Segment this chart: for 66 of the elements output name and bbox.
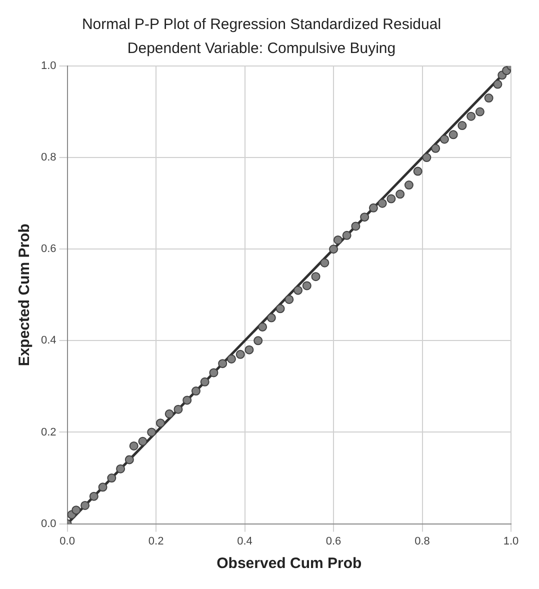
x-tick-label: 0.6	[326, 535, 342, 548]
point	[209, 368, 218, 378]
x-tick-label: 0.8	[414, 535, 430, 548]
point	[458, 121, 467, 130]
chart-subtitle: Dependent Variable: Compulsive Buying	[127, 40, 396, 58]
point	[244, 345, 254, 354]
point	[266, 313, 276, 322]
point	[368, 203, 378, 212]
point	[378, 198, 387, 208]
point	[386, 194, 396, 204]
point	[164, 409, 174, 418]
x-axis-title: Observed Cum Prob	[216, 555, 362, 572]
point	[448, 130, 458, 140]
point	[329, 244, 338, 254]
chart-title: Normal P-P Plot of Regression Standardized Residual	[82, 16, 442, 34]
point	[342, 230, 352, 240]
x-tick-label: 0.4	[237, 535, 252, 548]
point	[116, 464, 126, 474]
point	[156, 418, 165, 428]
point	[124, 455, 134, 464]
point	[493, 80, 502, 89]
point	[276, 304, 285, 314]
point	[174, 404, 183, 414]
y-tick-label: 0.8	[40, 152, 56, 164]
point	[236, 350, 245, 359]
point	[302, 281, 312, 290]
point	[98, 482, 108, 492]
point	[320, 258, 330, 268]
y-tick-label: 0.6	[40, 243, 56, 256]
point	[360, 212, 370, 222]
point	[440, 134, 449, 144]
point	[413, 166, 422, 176]
point	[422, 153, 432, 162]
point	[129, 441, 138, 450]
point	[396, 190, 405, 199]
point	[284, 294, 294, 304]
point	[311, 272, 320, 282]
point	[484, 94, 494, 103]
point	[431, 144, 440, 153]
y-tick-label: 1.0	[40, 60, 56, 72]
point	[200, 377, 210, 386]
point	[147, 428, 156, 437]
x-tick-label: 0.2	[148, 535, 164, 548]
point	[258, 322, 268, 332]
point	[107, 474, 116, 483]
point	[191, 386, 200, 396]
point	[475, 107, 484, 116]
point	[404, 180, 414, 190]
point	[226, 354, 236, 364]
y-tick-label: 0.4	[40, 334, 56, 347]
point	[351, 222, 360, 231]
point	[254, 336, 263, 346]
point	[89, 492, 98, 501]
point	[333, 235, 342, 244]
point	[80, 500, 90, 510]
point	[466, 112, 476, 121]
y-axis-title: Expected Cum Prob	[16, 224, 34, 366]
point	[182, 396, 192, 405]
point	[218, 359, 228, 368]
point	[72, 506, 81, 515]
point	[294, 286, 303, 295]
y-tick-label: 0.0	[40, 518, 56, 530]
x-tick-label: 0.0	[60, 535, 75, 548]
x-tick-label: 1.0	[503, 535, 519, 548]
y-tick-label: 0.2	[40, 426, 56, 438]
point	[138, 436, 148, 446]
